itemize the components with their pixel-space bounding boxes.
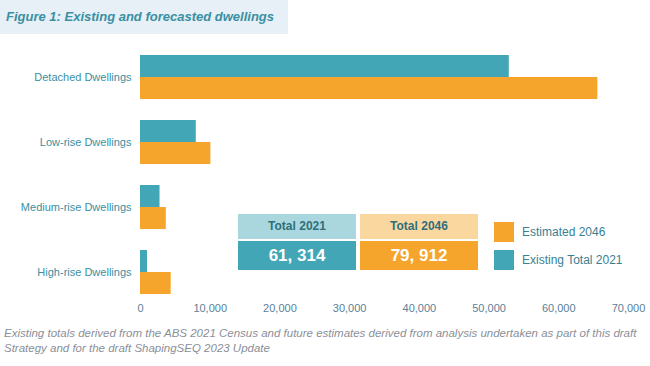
svg-text:20,000: 20,000 bbox=[263, 302, 297, 314]
html-text:Total 2021: Total 2021 bbox=[268, 219, 326, 233]
svg-text:Detached Dwellings: Detached Dwellings bbox=[34, 71, 132, 83]
html-text:Total 2046: Total 2046 bbox=[390, 219, 448, 233]
html-text:61, 314: 61, 314 bbox=[268, 246, 326, 265]
svg-text:40,000: 40,000 bbox=[403, 302, 437, 314]
html-text:79, 912: 79, 912 bbox=[390, 246, 448, 265]
svg-text:Low-rise Dwellings: Low-rise Dwellings bbox=[40, 136, 132, 148]
svg-text:30,000: 30,000 bbox=[333, 302, 367, 314]
svg-text:50,000: 50,000 bbox=[472, 302, 506, 314]
svg-text:Medium-rise Dwellings: Medium-rise Dwellings bbox=[21, 201, 132, 213]
svg-text:10,000: 10,000 bbox=[193, 302, 227, 314]
svg-text:0: 0 bbox=[137, 302, 143, 314]
html-text:Estimated 2046: Estimated 2046 bbox=[522, 225, 606, 239]
svg-text:70,000: 70,000 bbox=[612, 302, 646, 314]
html-text:Figure 1: Existing and forecas: Figure 1: Existing and forecasted dwelli… bbox=[6, 9, 274, 24]
html-text:Existing Total 2021: Existing Total 2021 bbox=[522, 253, 623, 267]
html-text:Existing totals derived from t: Existing totals derived from the ABS 202… bbox=[4, 327, 637, 354]
svg-text:High-rise Dwellings: High-rise Dwellings bbox=[37, 266, 132, 278]
svg-text:60,000: 60,000 bbox=[542, 302, 576, 314]
